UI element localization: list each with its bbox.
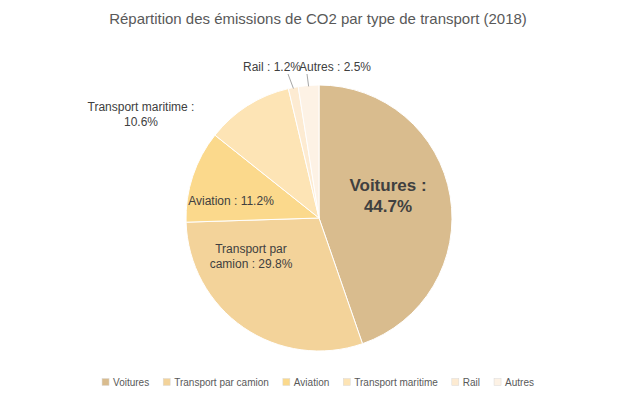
chart-title: Répartition des émissions de CO2 par typ… (109, 10, 527, 27)
legend-label: Rail (463, 377, 480, 388)
data-labels: Voitures : 44.7% Transport parcamion : 29.… (88, 60, 427, 271)
data-label-line: 10.6% (124, 115, 158, 129)
slices (186, 85, 452, 351)
legend-label: Transport maritime (354, 377, 438, 388)
data-label-line: 44.7% (364, 197, 412, 216)
legend-label: Aviation (294, 377, 329, 388)
legend-label: Transport par camion (174, 377, 269, 388)
legend-swatch (343, 379, 350, 386)
data-label: Aviation : 11.2% (188, 194, 274, 208)
data-label: Transport maritime :10.6% (88, 100, 195, 129)
legend-swatch (452, 379, 459, 386)
data-label-line: Rail : 1.2% (243, 60, 301, 74)
data-label-line: Transport maritime : (88, 100, 195, 114)
data-label: Rail : 1.2% (243, 60, 301, 74)
data-label-line: Transport par (215, 242, 287, 256)
legend-label: Autres (505, 377, 534, 388)
data-label-line: Autres : 2.5% (299, 60, 371, 74)
data-label: Transport parcamion : 29.8% (210, 242, 293, 271)
legend-swatch (283, 379, 290, 386)
pie-slice (298, 85, 319, 218)
legend-swatch (102, 379, 109, 386)
data-label: Autres : 2.5% (299, 60, 371, 74)
legend-swatch (163, 379, 170, 386)
data-label: Voitures : 44.7% (349, 176, 426, 216)
data-label-line: Voitures : (349, 176, 426, 195)
chart: Répartition des émissions de CO2 par typ… (0, 0, 636, 419)
legend: Voitures Transport par camion Aviation Tran… (102, 377, 534, 388)
leader-line (288, 74, 293, 89)
legend-label: Voitures (113, 377, 149, 388)
data-label-line: Aviation : 11.2% (188, 194, 274, 208)
leader-line (307, 74, 309, 86)
legend-swatch (494, 379, 501, 386)
pie-slice (186, 218, 362, 351)
data-label-line: camion : 29.8% (210, 257, 293, 271)
